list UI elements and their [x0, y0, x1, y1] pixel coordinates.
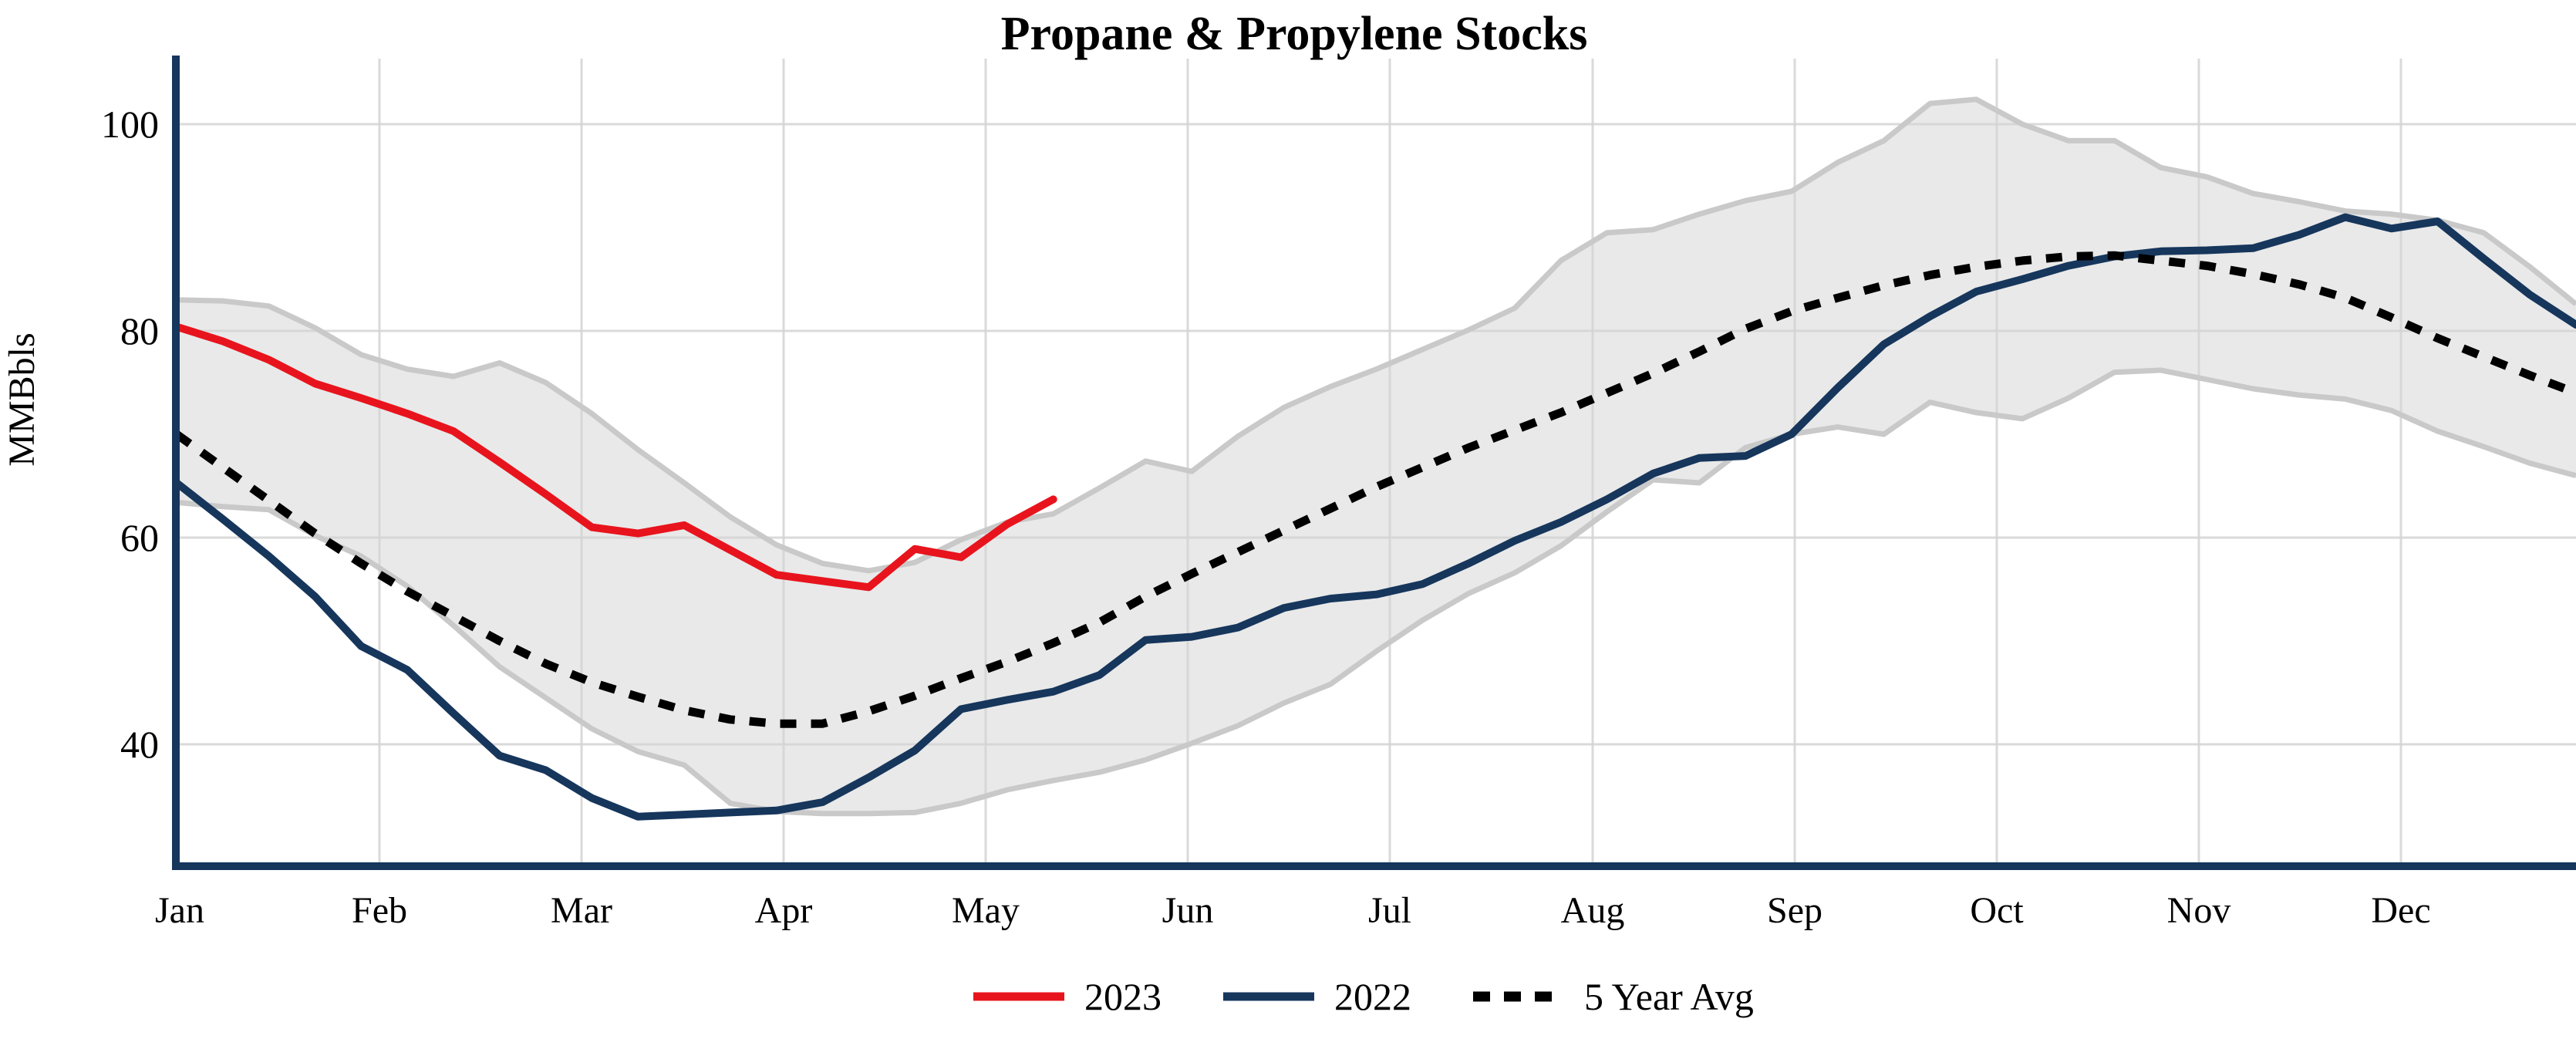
x-tick-label-dec: Dec: [2371, 890, 2430, 931]
x-tick-label-feb: Feb: [352, 890, 407, 931]
x-tick-label-jan: Jan: [155, 890, 204, 931]
five-year-range-band-outline: [176, 96, 2576, 817]
legend-item-2022: 2022: [1223, 975, 1411, 1018]
y-tick-label-40: 40: [120, 723, 159, 766]
y-tick-label-100: 100: [101, 103, 159, 146]
x-tick-label-mar: Mar: [551, 890, 612, 931]
y-tick-label-80: 80: [120, 309, 159, 352]
x-tick-label-jun: Jun: [1162, 890, 1214, 931]
legend-label-5-year-avg: 5 Year Avg: [1584, 975, 1754, 1018]
series-line-5-year-avg: [174, 251, 2576, 728]
data-series: [173, 213, 2576, 821]
legend: 2023 2022 5 Year Avg: [973, 975, 1754, 1018]
axes: [172, 56, 2576, 870]
x-tick-label-aug: Aug: [1561, 890, 1625, 931]
x-tick-label-oct: Oct: [1970, 890, 2024, 931]
chart-title: Propane & Propylene Stocks: [1001, 8, 1588, 60]
series-line-2022: [173, 213, 2576, 821]
legend-label-2023: 2023: [1084, 975, 1162, 1018]
five-year-range-fill: [177, 99, 2576, 814]
legend-item-2023: 2023: [973, 975, 1162, 1018]
legend-label-2022: 2022: [1334, 975, 1411, 1018]
five-year-range-band: [177, 99, 2576, 814]
gridlines: [176, 59, 2576, 866]
axis-labels: Propane & Propylene Stocks MMBbls 40 60 80…: [2, 8, 2431, 931]
x-tick-label-nov: Nov: [2167, 890, 2231, 931]
x-tick-label-sep: Sep: [1767, 890, 1822, 931]
five-year-range-upper-edge: [176, 96, 2576, 574]
series-line-2023: [173, 322, 1057, 592]
x-tick-label-may: May: [952, 890, 1020, 931]
x-tick-label-jul: Jul: [1368, 890, 1411, 931]
y-tick-label-60: 60: [120, 516, 159, 559]
y-axis-label: MMBbls: [2, 332, 42, 466]
x-tick-label-apr: Apr: [755, 890, 813, 931]
five-year-range-lower-edge: [176, 367, 2576, 817]
legend-item-5-year-avg: 5 Year Avg: [1473, 975, 1754, 1018]
